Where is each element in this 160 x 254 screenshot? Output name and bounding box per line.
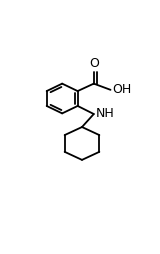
Text: OH: OH bbox=[112, 83, 131, 96]
Text: NH: NH bbox=[95, 107, 114, 120]
Text: O: O bbox=[89, 57, 99, 70]
